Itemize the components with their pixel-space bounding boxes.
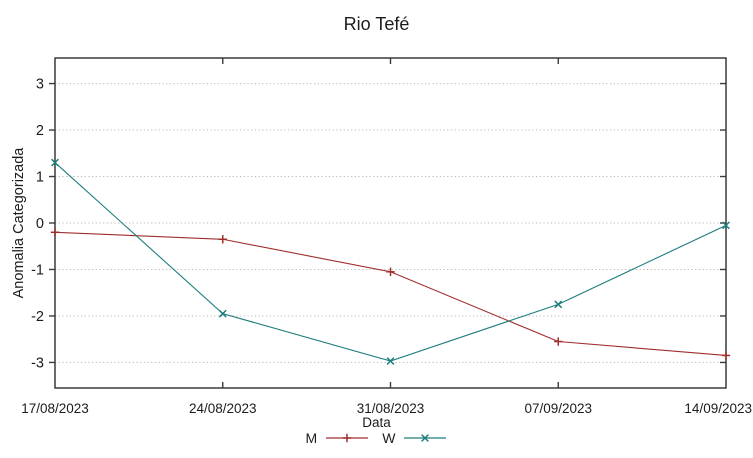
cross-marker-icon bbox=[386, 357, 395, 365]
x-tick-label: 24/08/2023 bbox=[189, 401, 257, 416]
legend-item-M: M bbox=[306, 430, 370, 446]
cross-marker-icon bbox=[218, 309, 227, 318]
y-tick-label: -3 bbox=[31, 355, 44, 371]
chart-title: Rio Tefé bbox=[343, 14, 410, 34]
legend-label: M bbox=[305, 430, 318, 446]
y-tick-label: -2 bbox=[31, 309, 44, 325]
y-tick-label: -1 bbox=[31, 262, 44, 278]
y-tick-label: 3 bbox=[36, 77, 44, 93]
legend-label: W bbox=[382, 430, 396, 446]
x-tick-label: 31/08/2023 bbox=[357, 401, 425, 416]
cross-marker-icon bbox=[51, 158, 59, 167]
legend-swatch bbox=[404, 434, 447, 442]
series-line-M bbox=[54, 231, 727, 357]
cross-marker-icon bbox=[722, 221, 730, 230]
series-line-W bbox=[54, 162, 727, 362]
series-W bbox=[51, 158, 730, 365]
x-tick-label: 07/09/2023 bbox=[524, 401, 592, 416]
cross-marker-icon bbox=[421, 434, 430, 442]
y-tick-label: 1 bbox=[36, 170, 44, 186]
x-axis-label: Data bbox=[362, 415, 391, 430]
legend-swatch bbox=[326, 433, 369, 443]
x-tick-label: 14/09/2023 bbox=[684, 401, 752, 416]
legend-item-W: W bbox=[382, 430, 447, 446]
y-tick-label: 2 bbox=[36, 123, 44, 139]
y-tick-label: 0 bbox=[36, 216, 44, 232]
x-tick-label: 17/08/2023 bbox=[21, 401, 89, 416]
series-M bbox=[50, 228, 731, 360]
cross-marker-icon bbox=[554, 300, 563, 309]
